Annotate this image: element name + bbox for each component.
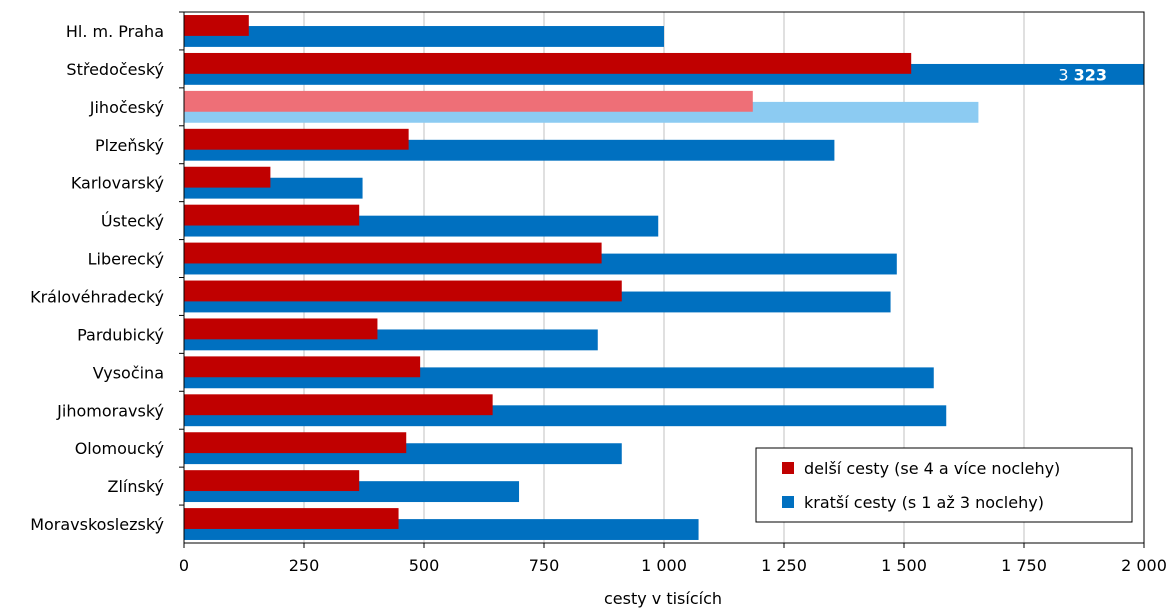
x-tick-label: 1 500 (881, 556, 927, 575)
legend: delší cesty (se 4 a více noclehy) kratší … (755, 447, 1133, 523)
legend-label: delší cesty (se 4 a více noclehy) (804, 459, 1060, 478)
x-tick-labels: 0 250 500 750 1 000 1 250 1 500 1 750 2 000 (179, 556, 1167, 575)
bar-delsi-pardubicky (184, 318, 378, 340)
bar-data-label-value: 323 (1074, 65, 1107, 84)
category-label: Hl. m. Praha (66, 22, 164, 41)
axes (179, 11, 1145, 548)
legend-box (755, 447, 1133, 523)
x-tick-label: 1 750 (1001, 556, 1047, 575)
bar-delsi-jihocesky (184, 90, 753, 112)
bar-delsi-stredocesky (184, 52, 912, 74)
category-label: Zlínský (108, 477, 165, 496)
category-label: Jihočeský (89, 98, 164, 117)
bar-delsi-ustecky (184, 204, 360, 226)
bar-delsi-jihomoravsky (184, 394, 493, 416)
bar-data-label-prefix: 3 (1058, 65, 1073, 84)
bars (184, 15, 1144, 540)
bar-delsi-hl-m-praha (184, 15, 249, 36)
category-label: Vysočina (93, 363, 164, 382)
category-label: Jihomoravský (56, 401, 164, 420)
bar-kratsi-hl-m-praha (184, 26, 664, 47)
legend-swatch (782, 462, 794, 474)
category-label: Moravskoslezský (30, 515, 164, 534)
bar-data-labels: 3 323 (1058, 65, 1107, 84)
category-label: Karlovarský (71, 174, 164, 193)
category-label: Plzeňský (95, 136, 164, 155)
category-label: Pardubický (77, 325, 164, 344)
bar-delsi-plzensky (184, 128, 409, 150)
x-axis-title: cesty v tisících (604, 589, 722, 608)
category-label: Ústecký (101, 212, 164, 231)
x-tick-label: 1 250 (761, 556, 807, 575)
x-tick-label: 500 (409, 556, 440, 575)
bar-data-label: 3 323 (1058, 65, 1107, 84)
category-label: Olomoucký (75, 439, 164, 458)
category-label: Liberecký (88, 250, 164, 269)
bar-delsi-olomoucky (184, 432, 407, 454)
bar-delsi-moravskoslezsky (184, 508, 399, 529)
x-tick-label: 2 000 (1121, 556, 1167, 575)
legend-swatch (782, 496, 794, 508)
bar-delsi-liberecky (184, 242, 602, 264)
category-label: Středočeský (66, 60, 164, 79)
x-tick-label: 1 000 (641, 556, 687, 575)
bar-delsi-kralovehradecky (184, 280, 622, 302)
bar-delsi-zlinsky (184, 470, 360, 492)
legend-label: kratší cesty (s 1 až 3 noclehy) (804, 493, 1044, 512)
category-labels: Hl. m. Praha Středočeský Jihočeský Plzeňský… (30, 22, 164, 534)
category-label: Královéhradecký (30, 287, 164, 306)
x-tick-label: 250 (289, 556, 320, 575)
bar-delsi-vysocina (184, 356, 421, 378)
x-tick-label: 750 (529, 556, 560, 575)
bar-delsi-karlovarsky (184, 166, 271, 188)
x-tick-label: 0 (179, 556, 189, 575)
